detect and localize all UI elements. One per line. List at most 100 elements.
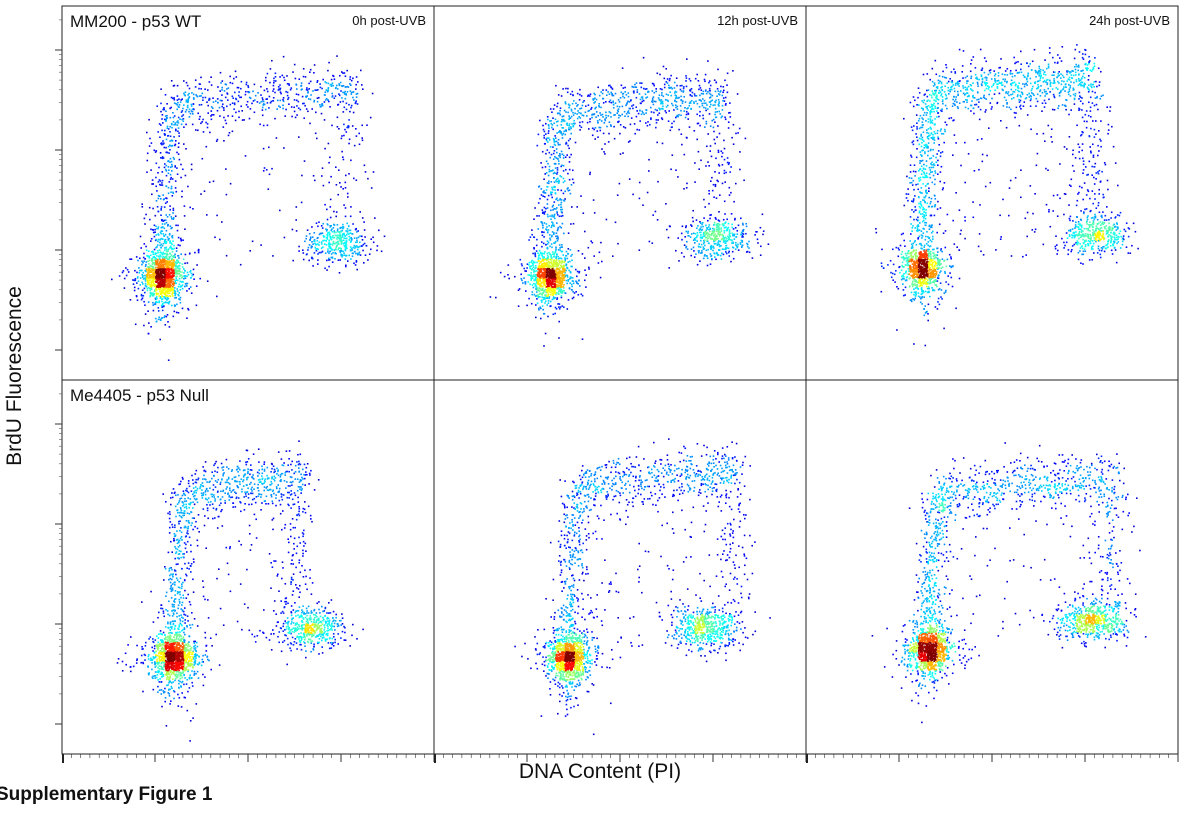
event-dot bbox=[531, 277, 534, 280]
event-dot bbox=[624, 86, 626, 89]
event-dot bbox=[171, 276, 174, 279]
event-dot bbox=[348, 239, 351, 241]
event-dot bbox=[136, 299, 139, 301]
event-dot bbox=[168, 257, 171, 259]
event-dot bbox=[562, 279, 564, 281]
event-dot bbox=[158, 272, 160, 275]
event-dot bbox=[345, 108, 348, 111]
event-dot bbox=[340, 241, 343, 243]
event-dot bbox=[611, 88, 614, 90]
event-dot bbox=[160, 209, 162, 211]
event-dot bbox=[176, 95, 179, 97]
event-dot bbox=[160, 291, 162, 293]
event-dot bbox=[567, 187, 569, 189]
event-dot bbox=[170, 185, 173, 188]
event-dot bbox=[165, 255, 168, 257]
event-dot bbox=[376, 245, 379, 247]
event-dot bbox=[562, 274, 565, 277]
event-dot bbox=[336, 238, 338, 240]
event-dot bbox=[528, 239, 530, 241]
event-dot bbox=[256, 101, 259, 103]
event-dot bbox=[338, 169, 340, 171]
event-dot bbox=[339, 240, 341, 242]
event-dot bbox=[545, 139, 548, 142]
event-dot bbox=[553, 186, 555, 189]
event-dot bbox=[562, 170, 565, 172]
event-dot bbox=[154, 214, 157, 217]
event-dot bbox=[144, 304, 146, 306]
event-dot bbox=[162, 157, 165, 159]
event-dot bbox=[730, 166, 732, 168]
event-dot bbox=[508, 277, 510, 280]
event-dot bbox=[312, 243, 314, 245]
event-dot bbox=[309, 98, 312, 101]
event-dot bbox=[206, 280, 209, 282]
event-dot bbox=[702, 93, 705, 95]
event-dot bbox=[634, 83, 636, 86]
event-dot bbox=[554, 287, 557, 290]
event-dot bbox=[727, 247, 730, 250]
event-dot bbox=[547, 256, 550, 258]
event-dot bbox=[722, 218, 725, 221]
event-dot bbox=[704, 239, 706, 241]
event-dot bbox=[186, 290, 188, 292]
event-dot bbox=[146, 171, 148, 173]
event-dot bbox=[714, 121, 716, 123]
event-dot bbox=[225, 168, 227, 170]
event-dot bbox=[185, 148, 187, 150]
event-dot bbox=[722, 236, 725, 238]
event-dot bbox=[607, 141, 610, 143]
event-dot bbox=[698, 88, 700, 91]
event-dot bbox=[182, 239, 184, 241]
event-dot bbox=[642, 56, 645, 59]
event-dot bbox=[283, 236, 286, 239]
event-dot bbox=[168, 286, 170, 288]
event-dot bbox=[549, 261, 552, 264]
event-dot bbox=[349, 78, 351, 81]
event-dot bbox=[155, 320, 158, 323]
event-dot bbox=[354, 264, 357, 266]
event-dot bbox=[222, 107, 225, 109]
event-dot bbox=[545, 122, 547, 125]
event-dot bbox=[544, 263, 546, 265]
event-dot bbox=[568, 115, 570, 117]
event-dot bbox=[170, 281, 173, 284]
event-dot bbox=[268, 173, 271, 176]
event-dot bbox=[172, 209, 175, 212]
event-dot bbox=[364, 171, 367, 173]
event-dot bbox=[219, 115, 221, 117]
event-dot bbox=[337, 259, 340, 261]
event-dot bbox=[609, 84, 611, 87]
event-dot bbox=[707, 219, 709, 222]
event-dot bbox=[532, 266, 535, 269]
event-dot bbox=[157, 260, 159, 263]
event-dot bbox=[358, 253, 360, 255]
event-dot bbox=[531, 233, 533, 236]
event-dot bbox=[557, 278, 559, 280]
event-dot bbox=[670, 168, 672, 171]
event-dot bbox=[341, 71, 343, 73]
event-dot bbox=[198, 118, 201, 120]
event-dot bbox=[590, 240, 592, 242]
event-dot bbox=[726, 84, 728, 86]
event-dot bbox=[144, 274, 146, 277]
event-dot bbox=[180, 176, 182, 179]
event-dot bbox=[316, 240, 319, 242]
event-dot bbox=[176, 151, 178, 154]
event-dot bbox=[714, 233, 716, 235]
event-dot bbox=[550, 243, 553, 245]
event-dot bbox=[150, 292, 153, 294]
event-dot bbox=[640, 86, 643, 89]
event-dot bbox=[549, 300, 552, 303]
event-dot bbox=[581, 121, 584, 123]
event-dot bbox=[343, 234, 346, 236]
event-dot bbox=[167, 359, 170, 361]
event-dot bbox=[192, 97, 195, 99]
event-dot bbox=[316, 237, 319, 240]
event-dot bbox=[704, 80, 706, 83]
event-dot bbox=[162, 251, 165, 254]
event-dot bbox=[313, 240, 315, 242]
event-dot bbox=[349, 110, 351, 113]
event-dot bbox=[219, 71, 222, 74]
event-dot bbox=[200, 103, 203, 106]
